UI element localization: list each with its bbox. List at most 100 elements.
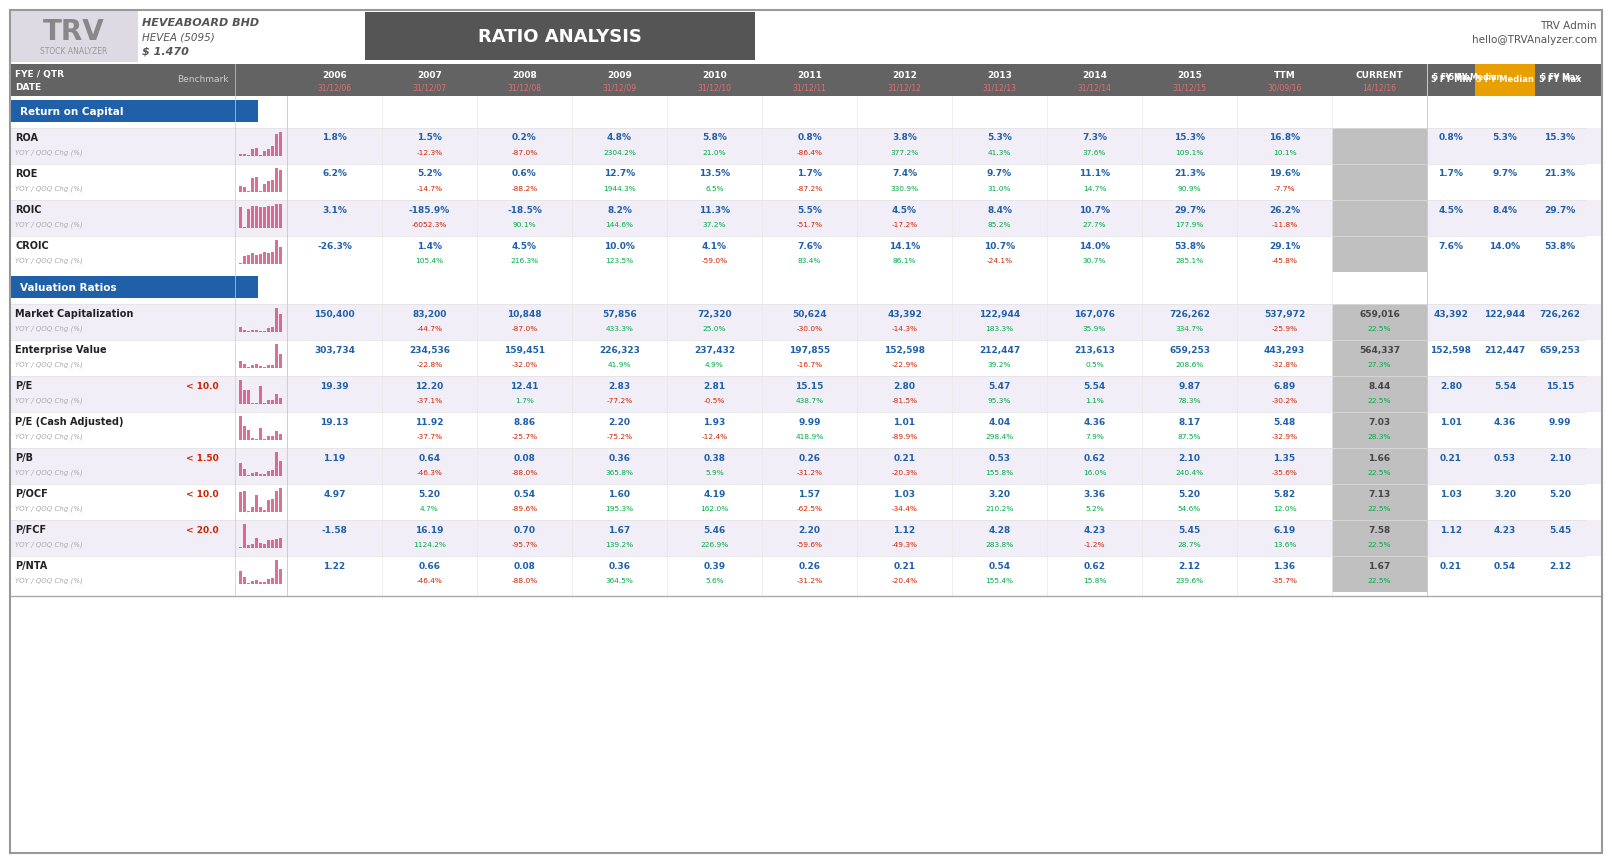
Text: < 1.50: < 1.50 [185,453,219,463]
Bar [271,499,274,512]
Bar [263,252,266,264]
Text: 659,253: 659,253 [1169,345,1211,355]
Bar [268,206,269,228]
Text: 31/12/08: 31/12/08 [508,84,542,92]
Text: STOCK ANALYZER: STOCK ANALYZER [40,47,108,56]
Text: 0.70: 0.70 [514,526,535,534]
Text: 2011: 2011 [796,71,822,79]
Bar [263,151,266,156]
Bar [10,376,1602,412]
Text: -0.5%: -0.5% [704,398,725,404]
Text: 152,598: 152,598 [1430,345,1472,355]
Bar [239,570,242,584]
Bar [239,263,242,264]
Text: 2013: 2013 [987,71,1012,79]
Text: -14.3%: -14.3% [891,326,917,332]
Text: 0.26: 0.26 [798,562,821,570]
Text: 726,262: 726,262 [1169,310,1211,318]
Text: 14.7%: 14.7% [1083,186,1106,192]
Bar [268,253,269,264]
Text: Market Capitalization: Market Capitalization [15,309,134,319]
Text: 12.7%: 12.7% [604,169,635,179]
Text: -16.7%: -16.7% [796,362,822,368]
Bar [271,436,274,440]
Text: ROA: ROA [15,133,39,143]
Text: 0.21: 0.21 [1440,453,1462,463]
Text: 4.36: 4.36 [1494,418,1517,426]
Bar [243,154,245,156]
Text: < 10.0: < 10.0 [187,489,219,499]
Text: 183.3%: 183.3% [985,326,1014,332]
Text: 4.7%: 4.7% [421,506,438,512]
Text: 365.8%: 365.8% [606,470,634,476]
Text: 90.1%: 90.1% [513,222,537,228]
Text: 3.20: 3.20 [1494,489,1515,499]
Text: 54.6%: 54.6% [1178,506,1201,512]
Bar [263,545,266,548]
Bar [276,539,277,548]
Bar [255,364,258,368]
Text: 31/12/11: 31/12/11 [793,84,827,92]
Text: -59.0%: -59.0% [701,258,727,264]
Bar [260,366,261,368]
Bar [247,155,250,156]
Bar [255,472,258,476]
Bar [263,331,266,332]
Text: 5.54: 5.54 [1494,381,1517,390]
Text: -88.2%: -88.2% [511,186,538,192]
Text: 22.5%: 22.5% [1367,506,1391,512]
Text: 1.93: 1.93 [703,418,725,426]
Text: 8.4%: 8.4% [987,205,1012,215]
Text: 5.47: 5.47 [988,381,1011,390]
Text: 443,293: 443,293 [1264,345,1306,355]
Text: 197,855: 197,855 [788,345,830,355]
Text: 14.1%: 14.1% [888,242,920,250]
Text: 659,016: 659,016 [1359,310,1399,318]
Text: CURRENT: CURRENT [1356,71,1404,79]
Text: 12.0%: 12.0% [1273,506,1296,512]
Text: YOY / QOQ Chg (%): YOY / QOQ Chg (%) [15,434,82,440]
Text: -30.0%: -30.0% [796,326,822,332]
Bar [243,227,245,228]
Text: 4.19: 4.19 [703,489,725,499]
Text: 1.03: 1.03 [893,489,916,499]
Text: 2015: 2015 [1177,71,1203,79]
Text: < 10.0: < 10.0 [187,381,219,390]
Bar [239,463,242,476]
Bar [279,314,282,332]
Text: 2010: 2010 [703,71,727,79]
Text: 35.9%: 35.9% [1083,326,1106,332]
Text: FYE / QTR: FYE / QTR [15,70,64,79]
Bar [10,340,1602,376]
Text: 30.7%: 30.7% [1083,258,1106,264]
Text: -7.7%: -7.7% [1273,186,1296,192]
Text: 0.6%: 0.6% [513,169,537,179]
Text: 0.08: 0.08 [514,562,535,570]
Text: HEVEABOARD BHD: HEVEABOARD BHD [142,18,260,28]
Bar [276,240,277,264]
Bar [255,177,258,192]
Text: 1.01: 1.01 [893,418,916,426]
Text: -46.3%: -46.3% [416,470,442,476]
Text: -88.0%: -88.0% [511,578,538,584]
Text: DATE: DATE [15,83,42,91]
Text: 16.19: 16.19 [416,526,443,534]
Text: 27.7%: 27.7% [1083,222,1106,228]
Bar [1332,236,1427,272]
Text: -88.0%: -88.0% [511,470,538,476]
Bar [243,186,245,192]
Text: 12.20: 12.20 [416,381,443,390]
Bar [1332,340,1427,376]
Text: 1.57: 1.57 [798,489,821,499]
Text: 208.6%: 208.6% [1175,362,1204,368]
Text: -185.9%: -185.9% [409,205,450,215]
Text: -32.8%: -32.8% [1272,362,1298,368]
Text: YOY / QOQ Chg (%): YOY / QOQ Chg (%) [15,506,82,513]
Bar [10,64,1602,96]
Bar [10,276,258,298]
Text: -12.3%: -12.3% [416,150,443,156]
Text: 2.80: 2.80 [1440,381,1462,390]
Text: P/E (Cash Adjusted): P/E (Cash Adjusted) [15,417,124,427]
Text: YOY / QOQ Chg (%): YOY / QOQ Chg (%) [15,469,82,476]
Text: -30.2%: -30.2% [1272,398,1298,404]
